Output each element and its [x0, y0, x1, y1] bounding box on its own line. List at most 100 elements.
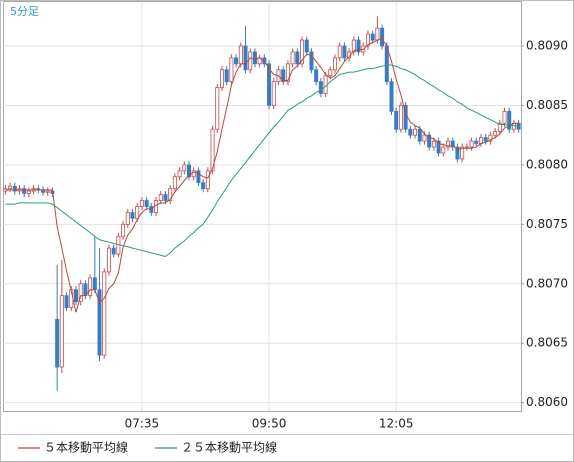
grid	[3, 2, 521, 411]
candle-body	[163, 194, 168, 201]
x-tick-label: 09:50	[252, 417, 287, 431]
candle-body	[271, 81, 276, 106]
candle-body	[201, 182, 206, 190]
candle-body	[229, 57, 234, 83]
candle-body	[64, 295, 69, 308]
candle-body	[370, 33, 375, 41]
candle-body	[125, 212, 130, 225]
candle-body	[474, 140, 479, 144]
y-tick-label: 0.8060	[526, 395, 568, 409]
y-tick-label: 0.8080	[526, 157, 568, 171]
candle-body	[59, 295, 64, 368]
candle-body	[121, 223, 126, 237]
y-tick-label: 0.8070	[526, 276, 568, 290]
y-tick-label: 0.8085	[526, 98, 568, 112]
candle-body	[497, 122, 502, 132]
candle-body	[130, 212, 135, 219]
candle-body	[417, 128, 422, 142]
candle-body	[351, 39, 356, 53]
candle-body	[304, 39, 309, 53]
candle-body	[328, 69, 333, 77]
candle-body	[502, 110, 507, 124]
candle-body	[135, 206, 140, 219]
candle-body	[394, 110, 399, 130]
candle-body	[224, 69, 229, 83]
candle-body	[446, 140, 451, 148]
candle-body	[106, 247, 111, 273]
candle-body	[281, 69, 286, 83]
legend-label: ２５本移動平均線	[181, 440, 277, 455]
candle-body	[493, 131, 498, 136]
legend-label: ５本移動平均線	[44, 440, 128, 455]
ma-line	[5, 38, 519, 313]
y-tick-label: 0.8090	[526, 38, 568, 52]
candle-body	[111, 247, 116, 255]
candle-body	[205, 170, 210, 190]
candle-body	[219, 69, 224, 89]
candle-body	[102, 271, 107, 356]
candle-body	[332, 57, 337, 71]
candle-body	[196, 170, 201, 184]
candle-body	[398, 105, 403, 130]
candle-body	[248, 51, 253, 71]
candle-body	[483, 137, 488, 142]
candle-body	[97, 289, 102, 356]
x-tick-label: 12:05	[379, 417, 414, 431]
candle-body	[300, 39, 305, 65]
candle-body	[92, 277, 97, 291]
candle-body	[290, 51, 295, 65]
candle-body	[210, 128, 215, 172]
candle-body	[55, 319, 60, 368]
candle-body	[285, 63, 290, 83]
candle-body	[507, 110, 512, 130]
candle-body	[356, 39, 361, 53]
candles	[3, 16, 521, 391]
candle-body	[73, 289, 78, 303]
candle-body	[88, 277, 93, 297]
candle-body	[309, 51, 314, 71]
candle-body	[441, 146, 446, 154]
candle-body	[177, 170, 182, 178]
candle-body	[238, 45, 243, 65]
candle-body	[380, 27, 385, 47]
candle-body	[436, 140, 441, 154]
candle-body	[172, 176, 177, 190]
candle-body	[455, 146, 460, 160]
candle-body	[45, 190, 50, 193]
candle-body	[408, 128, 413, 136]
candle-body	[422, 134, 427, 142]
candle-body	[375, 27, 380, 41]
candle-body	[413, 128, 418, 136]
candle-body	[149, 206, 154, 213]
candle-body	[314, 69, 319, 83]
candle-body	[215, 87, 220, 130]
candle-body	[267, 63, 272, 106]
candle-body	[182, 164, 187, 172]
chart-title: 5分足	[10, 5, 39, 18]
candle-body	[342, 45, 347, 59]
candle-body	[488, 134, 493, 142]
candle-body	[22, 188, 27, 194]
candle-body	[144, 200, 149, 207]
candle-body	[187, 164, 192, 178]
candle-body	[252, 51, 257, 65]
candle-body	[431, 140, 436, 148]
ma-line	[5, 64, 519, 257]
candle-body	[168, 188, 173, 201]
candle-body	[26, 190, 31, 194]
y-tick-label: 0.8075	[526, 217, 568, 231]
candle-body	[427, 134, 432, 148]
candle-body	[450, 140, 455, 148]
candle-body	[478, 137, 483, 144]
candle-body	[78, 283, 83, 303]
candle-body	[389, 81, 394, 112]
candle-body	[469, 140, 474, 148]
candle-body	[8, 185, 13, 190]
x-tick-label: 07:35	[125, 417, 160, 431]
y-tick-label: 0.8065	[526, 336, 568, 350]
candle-body	[295, 51, 300, 65]
candle-body	[139, 200, 144, 207]
candle-body	[460, 146, 465, 160]
